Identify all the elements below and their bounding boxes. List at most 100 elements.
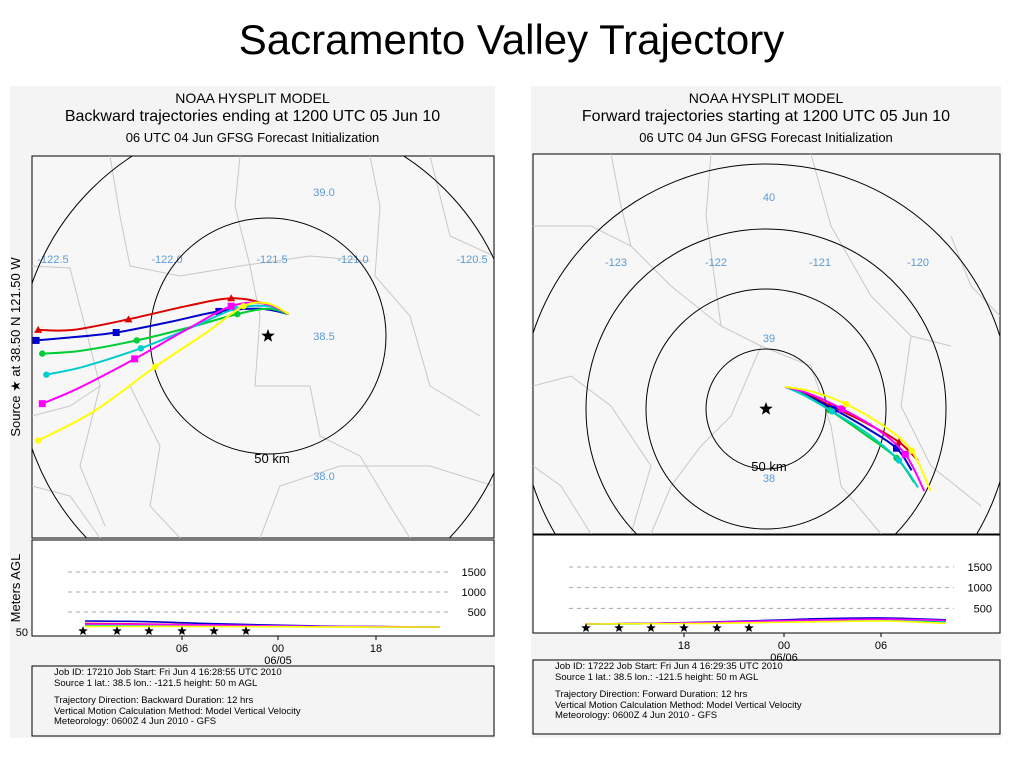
panel-model-title: NOAA HYSPLIT MODEL (688, 90, 844, 106)
height-star-icon (177, 626, 187, 635)
trajectory-line (785, 385, 932, 492)
time-tick-label: 18 (370, 643, 382, 655)
county-border (309, 385, 411, 538)
longitude-label: -121 (809, 257, 831, 269)
trajectory-marker (908, 447, 915, 454)
range-ring (533, 163, 1000, 534)
height-star-icon (614, 623, 624, 632)
vertical-motion-line: Vertical Motion Calculation Method: Mode… (54, 705, 301, 717)
longitude-label: -122 (705, 257, 727, 269)
time-tick-label: 06 (176, 643, 188, 655)
time-tick-label: 06 (875, 640, 887, 652)
county-border (810, 154, 952, 347)
longitude-label: -120.5 (456, 254, 487, 266)
job-line: Job ID: 17222 Job Start: Fri Jun 4 16:29… (555, 661, 783, 672)
job-info-footer: Job ID: 17222 Job Start: Fri Jun 4 16:29… (555, 661, 802, 722)
trajectory-marker (842, 400, 850, 408)
height-trace (85, 625, 440, 628)
latitude-label: 39.0 (313, 187, 334, 199)
county-border (610, 154, 632, 247)
trajectory-marker (34, 437, 42, 444)
trajectory-marker (39, 350, 46, 357)
trajectory-line (37, 301, 290, 442)
county-border (533, 465, 592, 534)
forward-trajectory-panel: NOAA HYSPLIT MODEL Forward trajectories … (531, 86, 1001, 738)
height-star-icon (209, 626, 219, 635)
range-ring-label: 50 km (254, 451, 289, 466)
trajectory-marker (895, 438, 904, 446)
trajectory-marker (828, 408, 836, 415)
trajectory-marker (227, 302, 235, 310)
trajectory-marker (234, 310, 241, 318)
height-tick-label: 1500 (462, 567, 486, 579)
trajectory-marker (112, 329, 120, 337)
county-border (950, 235, 1000, 317)
time-tick-label: 18 (678, 640, 690, 652)
height-tick-label: 1000 (968, 583, 992, 595)
trajectory-marker (152, 363, 159, 370)
trajectory-marker (893, 444, 901, 452)
trajectory-marker (895, 457, 903, 464)
meteorology-line: Meteorology: 0600Z 4 Jun 2010 - GFS (54, 716, 217, 727)
county-border (429, 156, 494, 257)
county-border (810, 365, 882, 534)
height-tick-label: 500 (468, 607, 486, 619)
county-border (109, 156, 371, 277)
source-star-icon (261, 329, 275, 342)
range-ring (149, 217, 387, 455)
time-tick-label: 00 (778, 640, 790, 652)
job-line: Job ID: 17210 Job Start: Fri Jun 4 16:28… (54, 667, 282, 678)
panel-trajectory-title: Backward trajectories ending at 1200 UTC… (64, 108, 441, 125)
county-border (369, 156, 481, 417)
panel-forecast-subtitle: 06 UTC 04 Jun GFSG Forecast Initializati… (125, 130, 380, 145)
longitude-label: -122.5 (37, 254, 68, 266)
trajectory-marker (137, 345, 145, 352)
date-label: 06/05 (264, 655, 292, 667)
job-info-footer: Job ID: 17210 Job Start: Fri Jun 4 16:28… (54, 667, 301, 728)
footer-frame (31, 665, 495, 737)
height-star-icon (581, 623, 591, 632)
county-border (32, 485, 101, 538)
height-tick-label: 500 (974, 603, 992, 615)
panel-model-title: NOAA HYSPLIT MODEL (175, 90, 330, 106)
height-star-icon (744, 623, 754, 632)
height-profile-frame (532, 534, 1001, 634)
county-border (705, 154, 722, 327)
latitude-label: 39 (763, 333, 775, 345)
vertical-motion-line: Vertical Motion Calculation Method: Mode… (555, 699, 802, 711)
latitude-label: 38.5 (313, 331, 334, 343)
trajectory-marker (133, 337, 140, 344)
trajectory-marker (131, 355, 139, 363)
range-ring-label: 50 km (751, 459, 786, 474)
height-star-icon (679, 623, 689, 632)
backward-trajectory-chart: -122.5 -122.0 -121.5 -121.0 -120.539.038.538… (10, 155, 495, 737)
height-star-icon (646, 623, 656, 632)
trajectory-marker (227, 294, 236, 302)
longitude-label: -121.5 (256, 254, 287, 266)
trajectory-marker (901, 450, 909, 458)
backward-trajectory-panel: NOAA HYSPLIT MODEL Backward trajectories… (10, 86, 495, 738)
panel-trajectory-title: Forward trajectories starting at 1200 UT… (581, 108, 951, 125)
source-location-label: Source ★ at 38.50 N 121.50 W (10, 257, 23, 437)
height-profile-frame (31, 539, 495, 637)
source-line: Source 1 lat.: 38.5 lon.: -121.5 height:… (555, 671, 759, 683)
height-star-icon (78, 626, 88, 635)
source-star-icon (759, 402, 773, 415)
trajectory-marker (32, 336, 40, 344)
map-area: -122.5 -122.0 -121.5 -121.0 -120.539.038.538… (32, 156, 494, 538)
height-base-label: 50 (16, 627, 28, 639)
height-star-icon (712, 623, 722, 632)
latitude-label: 38 (763, 473, 775, 485)
trajectory-marker (34, 325, 43, 333)
slide-title: Sacramento Valley Trajectory (238, 16, 785, 63)
county-border (129, 385, 181, 538)
longitude-label: -120 (907, 257, 929, 269)
trajectory-marker (43, 371, 50, 378)
trajectory-marker (838, 405, 846, 413)
trajectory-marker (124, 315, 133, 323)
meteorology-line: Meteorology: 0600Z 4 Jun 2010 - GFS (555, 710, 718, 721)
height-trace (585, 620, 947, 625)
panel-forecast-subtitle: 06 UTC 04 Jun GFSG Forecast Initializati… (639, 130, 893, 145)
